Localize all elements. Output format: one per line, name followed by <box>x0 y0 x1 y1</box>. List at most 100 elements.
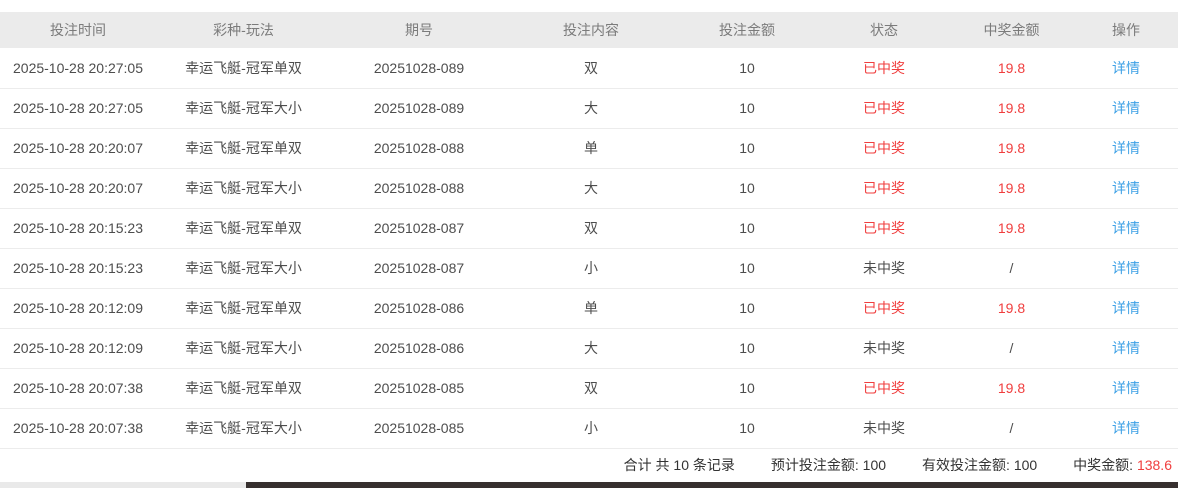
cell-game-play: 幸运飞艇-冠军单双 <box>156 128 331 169</box>
cell-bet-content: 小 <box>507 408 675 449</box>
cell-game-play: 幸运飞艇-冠军大小 <box>156 168 331 209</box>
bet-records-table: 投注时间 彩种-玩法 期号 投注内容 投注金额 状态 中奖金额 操作 2025-… <box>0 12 1178 449</box>
detail-link[interactable]: 详情 <box>1112 260 1140 276</box>
cell-status: 已中奖 <box>819 288 949 329</box>
cell-game-play: 幸运飞艇-冠军单双 <box>156 368 331 409</box>
column-header-bet-time: 投注时间 <box>0 12 156 48</box>
cell-bet-time: 2025-10-28 20:20:07 <box>0 128 156 169</box>
table-row: 2025-10-28 20:27:05 幸运飞艇-冠军单双 20251028-0… <box>0 48 1178 89</box>
cell-issue: 20251028-089 <box>331 48 507 89</box>
table-row: 2025-10-28 20:07:38 幸运飞艇-冠军单双 20251028-0… <box>0 368 1178 409</box>
horizontal-scrollbar[interactable] <box>0 481 1178 488</box>
cell-issue: 20251028-086 <box>331 328 507 369</box>
table-row: 2025-10-28 20:20:07 幸运飞艇-冠军大小 20251028-0… <box>0 168 1178 209</box>
cell-bet-time: 2025-10-28 20:27:05 <box>0 88 156 129</box>
cell-bet-content: 单 <box>507 128 675 169</box>
cell-bet-content: 大 <box>507 328 675 369</box>
cell-win-amount: 19.8 <box>949 88 1074 129</box>
cell-bet-time: 2025-10-28 20:07:38 <box>0 408 156 449</box>
cell-win-amount: 19.8 <box>949 128 1074 169</box>
cell-win-amount: 19.8 <box>949 168 1074 209</box>
table-row: 2025-10-28 20:12:09 幸运飞艇-冠军单双 20251028-0… <box>0 288 1178 329</box>
cell-bet-amount: 10 <box>675 328 819 369</box>
summary-valid-value: 100 <box>1013 457 1038 473</box>
cell-bet-time: 2025-10-28 20:20:07 <box>0 168 156 209</box>
cell-status: 已中奖 <box>819 128 949 169</box>
cell-bet-time: 2025-10-28 20:07:38 <box>0 368 156 409</box>
cell-win-amount: 19.8 <box>949 48 1074 89</box>
cell-status: 已中奖 <box>819 88 949 129</box>
table-row: 2025-10-28 20:15:23 幸运飞艇-冠军单双 20251028-0… <box>0 208 1178 249</box>
cell-bet-amount: 10 <box>675 408 819 449</box>
detail-link[interactable]: 详情 <box>1112 180 1140 196</box>
cell-bet-amount: 10 <box>675 248 819 289</box>
cell-bet-amount: 10 <box>675 128 819 169</box>
detail-link[interactable]: 详情 <box>1112 380 1140 396</box>
cell-actions: 详情 <box>1074 368 1178 409</box>
cell-game-play: 幸运飞艇-冠军大小 <box>156 248 331 289</box>
cell-bet-amount: 10 <box>675 208 819 249</box>
cell-issue: 20251028-085 <box>331 368 507 409</box>
cell-actions: 详情 <box>1074 128 1178 169</box>
cell-bet-time: 2025-10-28 20:15:23 <box>0 208 156 249</box>
summary-win-amount: 中奖金额: 138.6 <box>1073 455 1172 475</box>
summary-total-records: 合计 共 10 条记录 <box>623 457 735 473</box>
cell-bet-content: 双 <box>507 48 675 89</box>
cell-actions: 详情 <box>1074 288 1178 329</box>
cell-bet-content: 小 <box>507 248 675 289</box>
cell-issue: 20251028-088 <box>331 128 507 169</box>
cell-win-amount: / <box>949 328 1074 369</box>
summary-valid-label: 有效投注金额: <box>922 457 1010 473</box>
cell-bet-amount: 10 <box>675 288 819 329</box>
cell-actions: 详情 <box>1074 248 1178 289</box>
cell-actions: 详情 <box>1074 88 1178 129</box>
table-row: 2025-10-28 20:12:09 幸运飞艇-冠军大小 20251028-0… <box>0 328 1178 369</box>
table-row: 2025-10-28 20:27:05 幸运飞艇-冠军大小 20251028-0… <box>0 88 1178 129</box>
summary-expected-label: 预计投注金额: <box>770 457 859 473</box>
cell-win-amount: / <box>949 248 1074 289</box>
cell-status: 已中奖 <box>819 48 949 89</box>
detail-link[interactable]: 详情 <box>1112 100 1140 116</box>
column-header-bet-content: 投注内容 <box>507 12 675 48</box>
detail-link[interactable]: 详情 <box>1112 59 1140 76</box>
cell-issue: 20251028-085 <box>331 408 507 449</box>
detail-link[interactable]: 详情 <box>1112 420 1140 436</box>
cell-issue: 20251028-089 <box>331 88 507 129</box>
cell-status: 已中奖 <box>819 168 949 209</box>
summary-expected-bet-amount: 预计投注金额: 100 <box>771 455 886 475</box>
cell-win-amount: / <box>949 408 1074 449</box>
cell-bet-content: 双 <box>507 368 675 409</box>
cell-bet-amount: 10 <box>675 368 819 409</box>
summary-win-label: 中奖金额: <box>1073 457 1134 473</box>
cell-bet-time: 2025-10-28 20:27:05 <box>0 48 156 89</box>
cell-game-play: 幸运飞艇-冠军大小 <box>156 328 331 369</box>
cell-bet-content: 大 <box>507 168 675 209</box>
cell-bet-content: 双 <box>507 208 675 249</box>
detail-link[interactable]: 详情 <box>1112 340 1140 356</box>
detail-link[interactable]: 详情 <box>1112 220 1140 236</box>
summary-bar: 合计 共 10 条记录 预计投注金额: 100 有效投注金额: 100 中奖金额… <box>0 448 1178 482</box>
cell-bet-content: 单 <box>507 288 675 329</box>
scrollbar-thumb[interactable] <box>246 481 1178 488</box>
cell-win-amount: 19.8 <box>949 208 1074 249</box>
cell-issue: 20251028-086 <box>331 288 507 329</box>
summary-valid-bet-amount: 有效投注金额: 100 <box>922 455 1037 475</box>
cell-actions: 详情 <box>1074 48 1178 89</box>
cell-status: 未中奖 <box>819 328 949 369</box>
cell-game-play: 幸运飞艇-冠军大小 <box>156 88 331 129</box>
cell-game-play: 幸运飞艇-冠军单双 <box>156 288 331 329</box>
detail-link[interactable]: 详情 <box>1112 140 1140 156</box>
column-header-bet-amount: 投注金额 <box>675 12 819 48</box>
column-header-actions: 操作 <box>1074 12 1178 48</box>
cell-bet-amount: 10 <box>675 168 819 209</box>
cell-issue: 20251028-088 <box>331 168 507 209</box>
table-row: 2025-10-28 20:07:38 幸运飞艇-冠军大小 20251028-0… <box>0 408 1178 449</box>
cell-bet-content: 大 <box>507 88 675 129</box>
detail-link[interactable]: 详情 <box>1112 300 1140 316</box>
cell-status: 未中奖 <box>819 408 949 449</box>
cell-status: 已中奖 <box>819 368 949 409</box>
summary-win-value: 138.6 <box>1136 457 1172 473</box>
cell-win-amount: 19.8 <box>949 288 1074 329</box>
cell-game-play: 幸运飞艇-冠军大小 <box>156 408 331 449</box>
